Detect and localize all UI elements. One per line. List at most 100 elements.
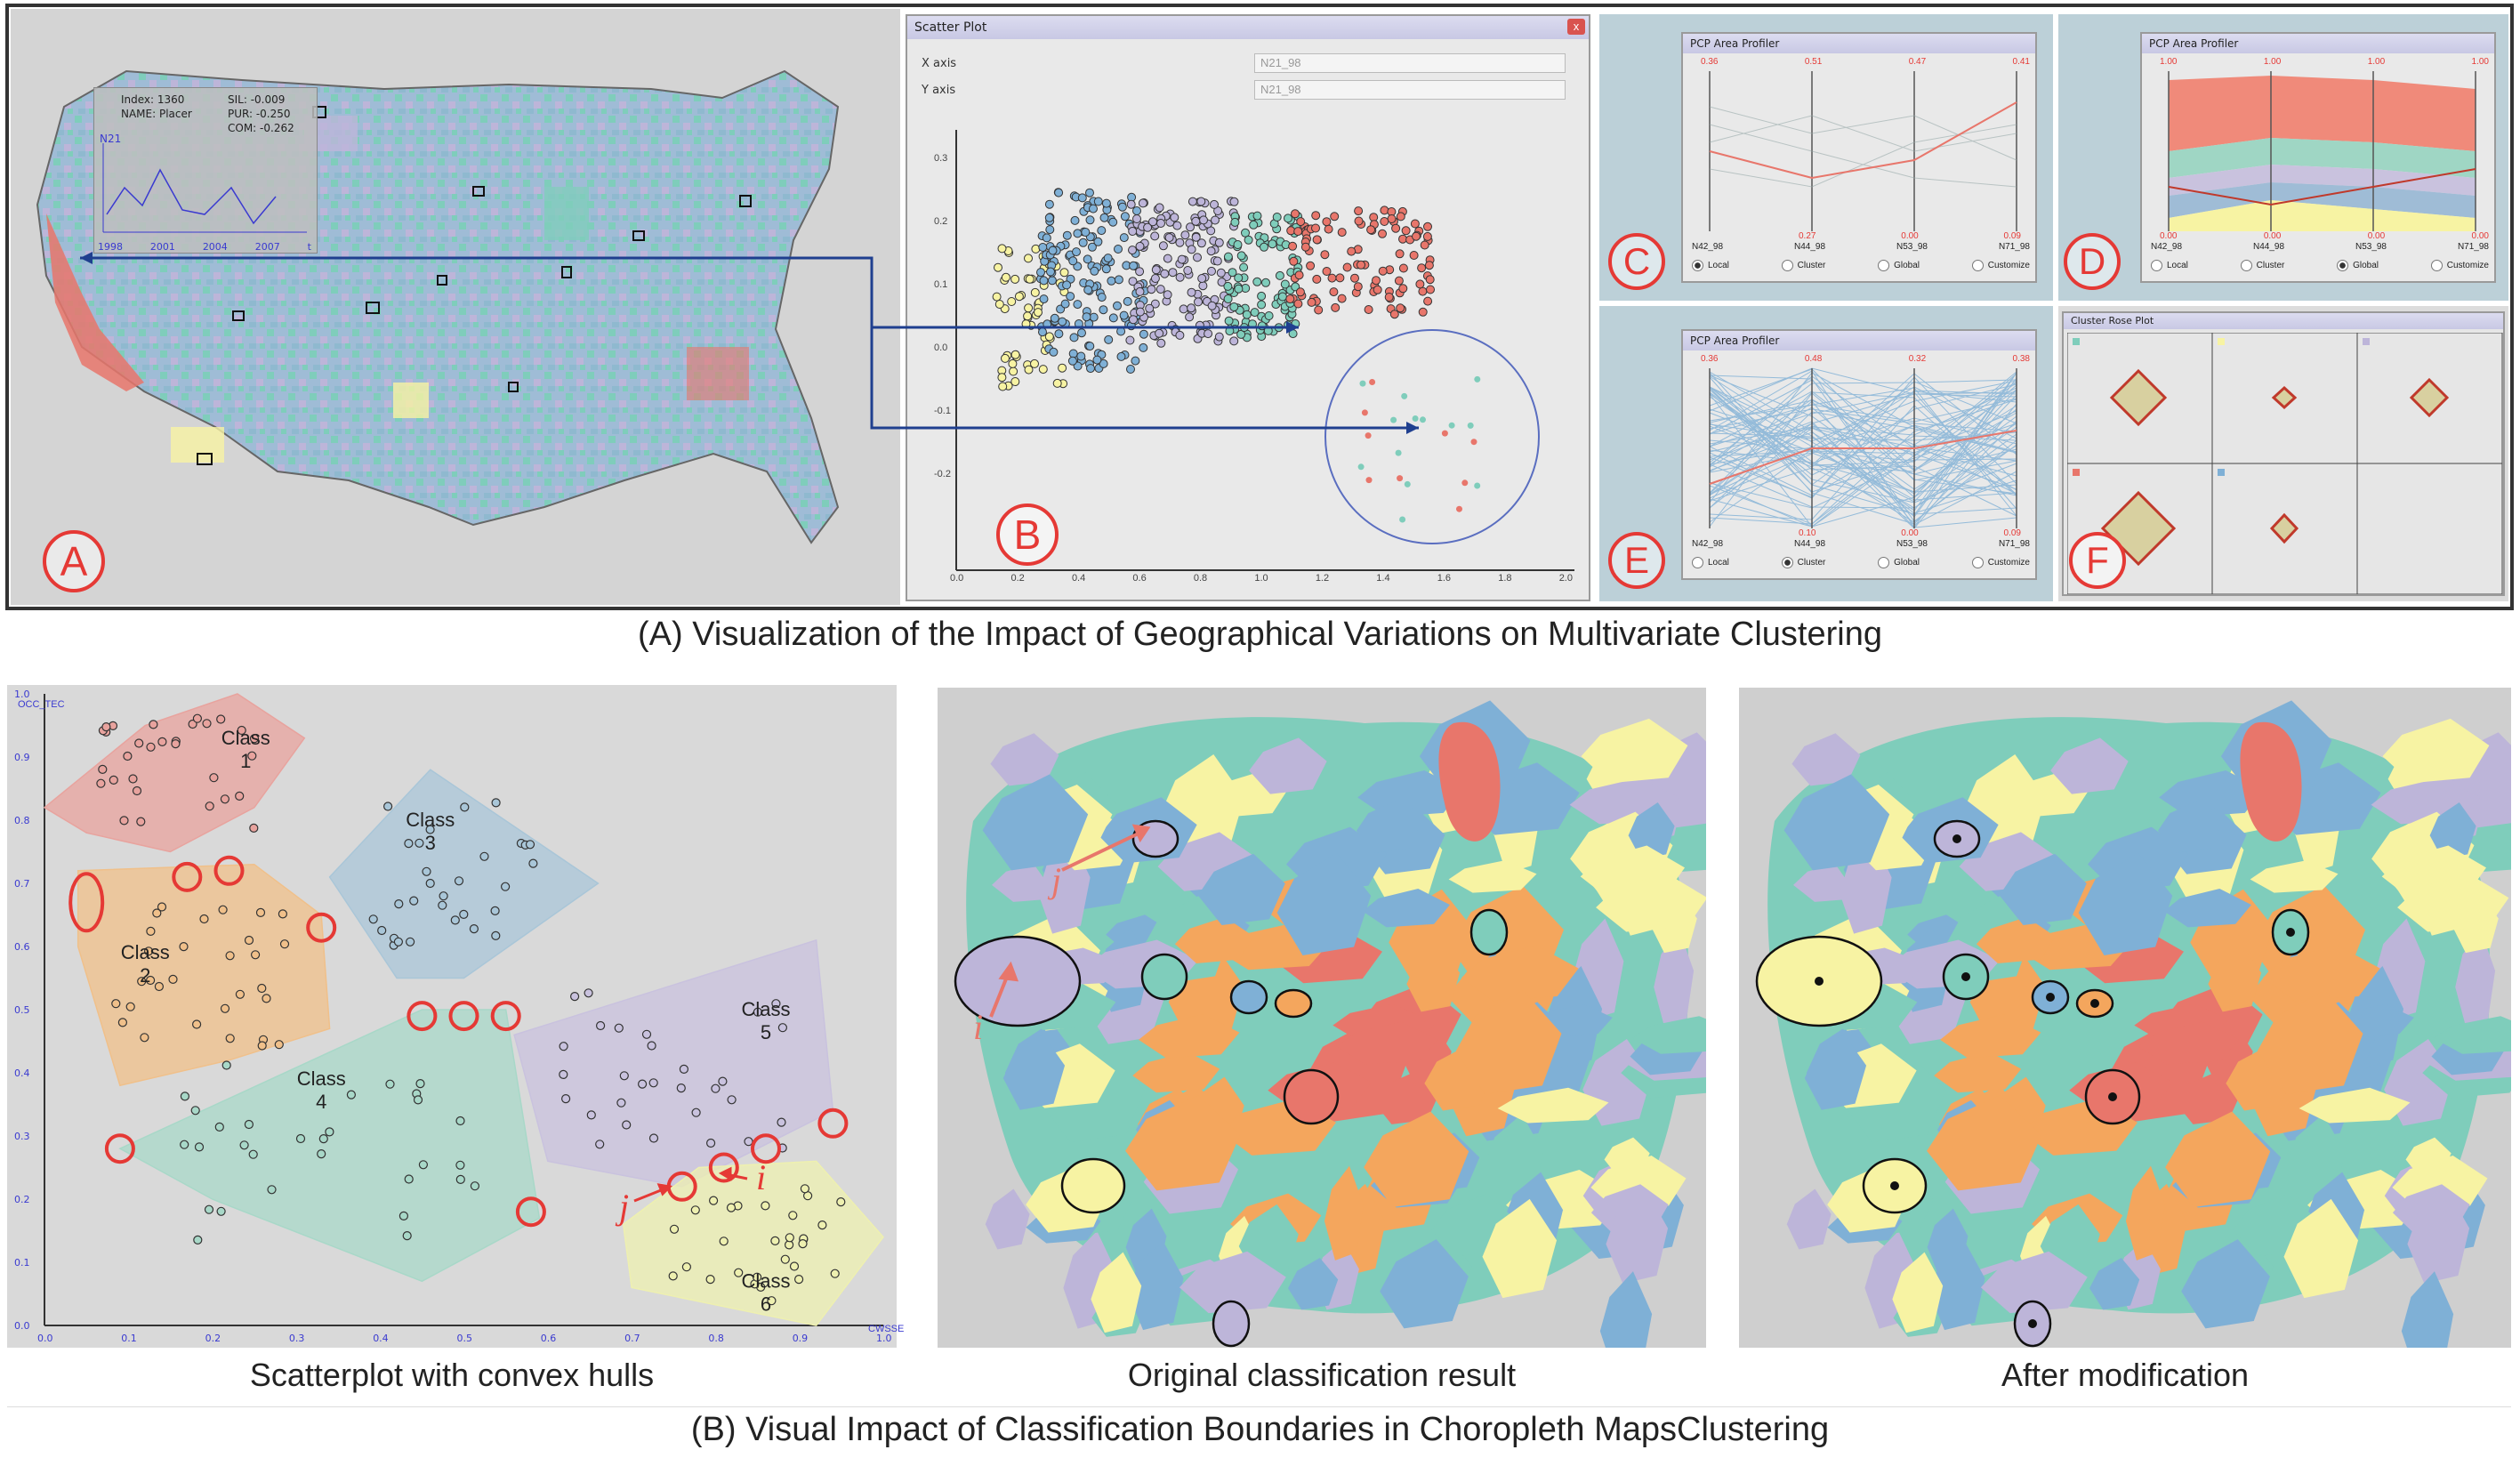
region-polygon[interactable]: [1786, 1188, 1832, 1250]
region-polygon[interactable]: [1091, 1252, 1142, 1333]
highlighted-region[interactable]: [1274, 988, 1313, 1019]
radio-cluster[interactable]: Cluster: [2240, 260, 2284, 271]
radio-global[interactable]: Global: [1878, 557, 1920, 568]
region-polygon[interactable]: [2125, 1165, 2165, 1261]
region-polygon[interactable]: [1364, 1111, 1469, 1208]
region-polygon[interactable]: [2407, 1188, 2470, 1284]
region-polygon[interactable]: [1606, 1188, 1669, 1284]
radio-cluster[interactable]: Cluster: [1781, 557, 1825, 568]
region-polygon[interactable]: [1892, 1252, 1944, 1333]
highlighted-region[interactable]: [1229, 979, 1268, 1015]
region-polygon[interactable]: [2050, 737, 2129, 794]
scatter-window-titlebar[interactable]: Scatter Plot: [907, 16, 1589, 39]
region-polygon[interactable]: [1139, 1014, 1240, 1059]
radio-global[interactable]: Global: [1878, 260, 1920, 271]
region-polygon[interactable]: [1455, 990, 1562, 1095]
highlighted-region[interactable]: [1469, 908, 1509, 956]
region-polygon[interactable]: [1581, 718, 1688, 784]
radio-local[interactable]: Local: [2151, 260, 2188, 271]
region-polygon[interactable]: [1132, 1051, 1220, 1093]
rose-titlebar[interactable]: Cluster Rose Plot: [2064, 313, 2503, 329]
modified-choropleth[interactable]: [1739, 688, 2520, 1374]
radio-cluster[interactable]: Cluster: [1781, 260, 1825, 271]
region-polygon[interactable]: [1276, 853, 1372, 956]
region-polygon[interactable]: [2455, 930, 2496, 1028]
region-polygon[interactable]: [1249, 737, 1327, 794]
region-polygon[interactable]: [2397, 873, 2509, 932]
region-polygon[interactable]: [1127, 1241, 1184, 1331]
region-polygon[interactable]: [2089, 1258, 2140, 1310]
region-polygon[interactable]: [2262, 945, 2380, 1002]
region-polygon[interactable]: [1174, 916, 1254, 963]
region-polygon[interactable]: [2257, 990, 2363, 1095]
region-polygon[interactable]: [2181, 1239, 2270, 1329]
region-polygon[interactable]: [1362, 888, 1450, 928]
region-polygon[interactable]: [1288, 1258, 1339, 1310]
region-polygon[interactable]: [2163, 888, 2251, 928]
region-polygon[interactable]: [2405, 1137, 2452, 1176]
region-polygon[interactable]: [1497, 1087, 1609, 1124]
region-polygon[interactable]: [2433, 1016, 2520, 1054]
region-polygon[interactable]: [990, 733, 1059, 786]
rose-plot-grid[interactable]: [2067, 333, 2503, 594]
y-axis-select[interactable]: N21_98: [1254, 80, 1566, 100]
region-polygon[interactable]: [985, 1188, 1030, 1250]
region-polygon[interactable]: [1596, 873, 1708, 932]
region-polygon[interactable]: [2382, 718, 2490, 784]
region-polygon[interactable]: [982, 774, 1089, 871]
region-polygon[interactable]: [1125, 1095, 1241, 1191]
region-polygon[interactable]: [1406, 945, 1461, 1012]
region-polygon[interactable]: [2138, 1021, 2240, 1065]
pcp-d-titlebar[interactable]: PCP Area Profiler: [2142, 34, 2494, 53]
region-polygon[interactable]: [1324, 1165, 1364, 1261]
region-polygon[interactable]: [2078, 853, 2173, 956]
region-polygon[interactable]: [1976, 916, 2056, 963]
region-polygon[interactable]: [1628, 801, 1675, 859]
region-polygon[interactable]: [1934, 1051, 2022, 1093]
region-polygon[interactable]: [1448, 860, 1537, 893]
region-polygon[interactable]: [1791, 733, 1861, 786]
region-polygon[interactable]: [1002, 1034, 1066, 1110]
region-polygon[interactable]: [1179, 1251, 1286, 1314]
region-polygon[interactable]: [1999, 853, 2087, 925]
region-polygon[interactable]: [1654, 930, 1695, 1028]
region-polygon[interactable]: [2159, 769, 2265, 818]
region-polygon[interactable]: [1928, 1241, 1985, 1331]
close-button[interactable]: x: [1567, 19, 1585, 35]
radio-local[interactable]: Local: [1692, 557, 1729, 568]
radio-customize[interactable]: Customize: [1971, 557, 2030, 568]
pcp-d-plot[interactable]: [2142, 53, 2498, 249]
region-polygon[interactable]: [1482, 1198, 1558, 1299]
radio-customize[interactable]: Customize: [2430, 260, 2489, 271]
region-polygon[interactable]: [1599, 1271, 1653, 1374]
region-polygon[interactable]: [1980, 1251, 2088, 1314]
highlighted-region[interactable]: [1212, 1300, 1251, 1348]
highlighted-region[interactable]: [1140, 953, 1188, 1001]
region-polygon[interactable]: [2429, 801, 2476, 859]
region-polygon[interactable]: [1940, 1014, 2041, 1059]
highlighted-region[interactable]: [1283, 1068, 1340, 1125]
radio-customize[interactable]: Customize: [1971, 260, 2030, 271]
original-choropleth[interactable]: ji: [938, 688, 1746, 1374]
radio-local[interactable]: Local: [1692, 260, 1729, 271]
region-polygon[interactable]: [1804, 1034, 1867, 1110]
region-polygon[interactable]: [2299, 1087, 2411, 1124]
region-polygon[interactable]: [1380, 1239, 1469, 1329]
pcp-e-titlebar[interactable]: PCP Area Profiler: [1683, 331, 2035, 350]
region-polygon[interactable]: [1337, 1021, 1438, 1065]
region-polygon[interactable]: [2208, 945, 2262, 1012]
region-polygon[interactable]: [1604, 1137, 1650, 1176]
region-polygon[interactable]: [2283, 1198, 2359, 1299]
radio-global[interactable]: Global: [2337, 260, 2379, 271]
pcp-e-plot[interactable]: [1683, 350, 2039, 546]
region-polygon[interactable]: [2157, 800, 2224, 853]
region-polygon[interactable]: [2401, 1271, 2454, 1374]
x-axis-select[interactable]: N21_98: [1254, 53, 1566, 73]
pcp-c-titlebar[interactable]: PCP Area Profiler: [1683, 34, 2035, 53]
region-polygon[interactable]: [1927, 1095, 2042, 1191]
lens-circle[interactable]: [1324, 329, 1540, 544]
region-polygon[interactable]: [1783, 774, 1890, 871]
pcp-c-plot[interactable]: [1683, 53, 2039, 249]
region-polygon[interactable]: [1357, 769, 1463, 818]
